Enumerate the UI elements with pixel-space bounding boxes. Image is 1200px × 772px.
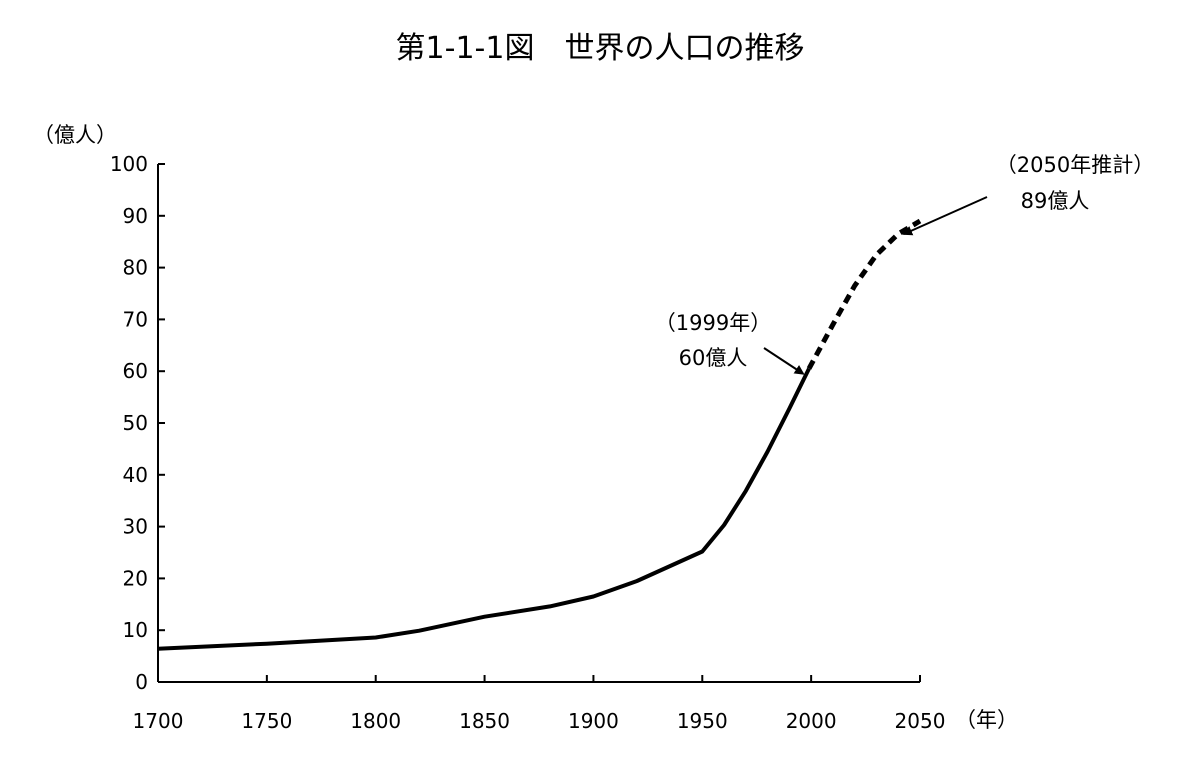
y-tick-label: 60 xyxy=(123,359,148,383)
annotation-text: 89億人 xyxy=(1021,189,1090,213)
annotation-arrow xyxy=(904,197,987,234)
y-tick-label: 90 xyxy=(123,204,148,228)
population-line xyxy=(158,369,809,649)
y-tick-label: 40 xyxy=(123,463,148,487)
y-tick-label: 100 xyxy=(110,152,148,176)
y-tick-label: 50 xyxy=(123,411,148,435)
y-axis-unit-label: （億人） xyxy=(33,123,117,147)
y-tick-label: 70 xyxy=(123,307,148,331)
x-tick-label: 1950 xyxy=(677,709,728,733)
y-tick-label: 20 xyxy=(123,566,148,590)
annotation-arrow xyxy=(764,348,803,374)
y-tick-label: 10 xyxy=(123,618,148,642)
x-tick-label: 1800 xyxy=(350,709,401,733)
y-tick-label: 80 xyxy=(123,256,148,280)
y-tick-label: 0 xyxy=(135,670,148,694)
x-tick-label: 1900 xyxy=(568,709,619,733)
x-tick-label: 1850 xyxy=(459,709,510,733)
x-tick-label: 1750 xyxy=(241,709,292,733)
x-tick-label: 1700 xyxy=(133,709,184,733)
y-tick-label: 30 xyxy=(123,515,148,539)
annotation-text: （2050年推計） xyxy=(996,153,1154,177)
plot-area: 0 10 20 30 40 50 60 70 80 90 100 1700 1750 1800 1850 19… xyxy=(110,152,1154,733)
x-tick-label: 2000 xyxy=(786,709,837,733)
x-axis-unit-label: （年） xyxy=(955,708,1018,732)
chart-title: 第1-1-1図 世界の人口の推移 xyxy=(396,31,805,66)
annotation-text: （1999年） xyxy=(655,311,771,335)
annotation-text: 60億人 xyxy=(679,346,748,370)
x-tick-label: 2050 xyxy=(895,709,946,733)
projection-line xyxy=(809,221,920,369)
